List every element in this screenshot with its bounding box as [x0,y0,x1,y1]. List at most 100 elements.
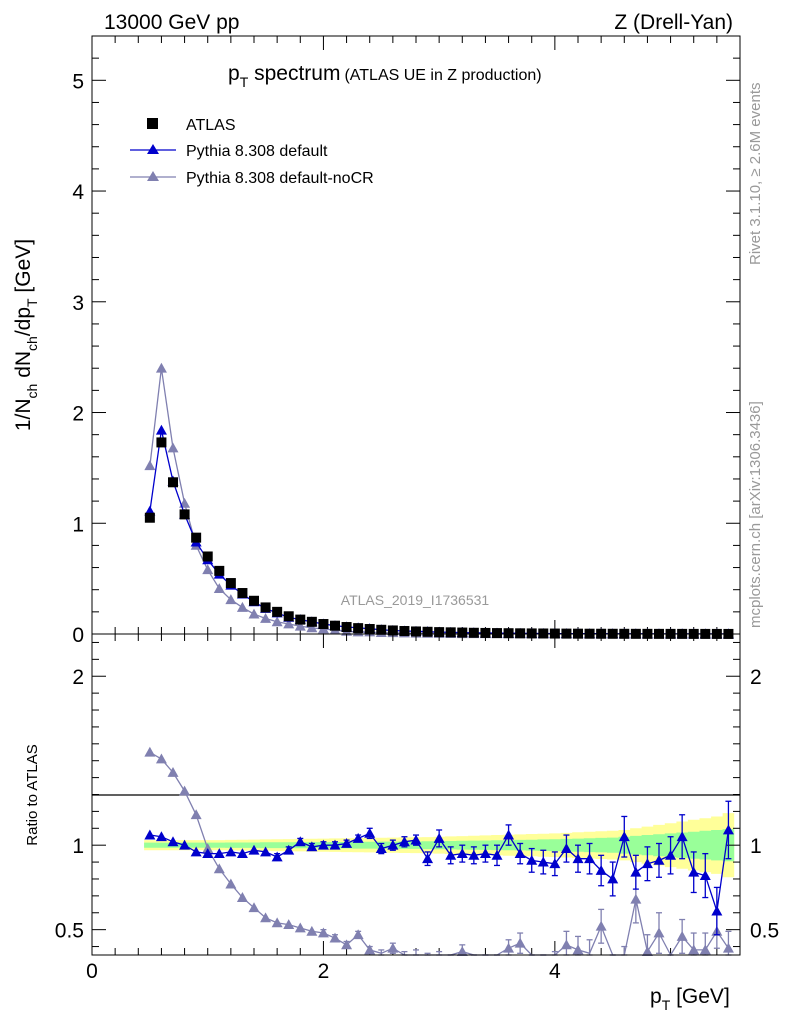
nocr-ratio-point [202,843,214,853]
atlas-data-point [168,477,178,488]
atlas-data-point [434,627,445,638]
default-ratio-point [271,851,283,862]
default-ratio-point [179,839,191,850]
x-tick-label: 2 [318,960,330,983]
atlas-data-point [295,614,306,625]
y-tick-label: 5 [72,70,84,93]
default-ratio-point [433,832,445,843]
default-ratio-point [699,870,711,880]
nocr-ratio-point [364,944,376,955]
atlas-data-point [411,626,421,637]
default-ratio-point [445,849,457,860]
default-ratio-point [387,839,399,850]
default-ratio-point [352,832,364,843]
atlas-data-point [503,628,514,639]
default-ratio-point [479,848,491,859]
atlas-data-point [538,628,549,639]
default-ratio-point [422,853,434,864]
default-ratio-point [375,843,387,853]
default-ratio-point [306,841,318,852]
nocr-ratio-point [387,942,399,953]
nocr-ratio-point [260,912,272,923]
nocr-ratio-point [213,863,225,874]
atlas-data-point [445,627,456,638]
atlas-data-point [422,626,433,637]
plot-title-note: (ATLAS UE in Z production) [344,67,541,84]
nocr-ratio-point [271,917,283,928]
nocr-main-point [271,616,283,627]
nocr-main-point [225,594,237,605]
y-axis-label-part: 1/N [12,398,35,431]
nocr-ratio-point [341,939,353,950]
header-process-label: Z (Drell-Yan) [614,11,733,34]
y-tick-label: 4 [72,181,84,204]
ratio-plot-frame [91,633,741,956]
nocr-ratio-point [641,946,653,957]
nocr-ratio-point [352,929,364,940]
nocr-ratio-point [190,809,202,820]
default-ratio-point [144,829,156,840]
ratio-tick-label-right: 1 [750,835,762,858]
default-ratio-point [618,831,630,842]
atlas-data-point [399,626,410,637]
atlas-data-point [202,551,213,562]
atlas-data-point [468,627,479,638]
nocr-ratio-point [225,878,237,889]
default-ratio-point [341,837,353,848]
default-ratio-point [398,836,410,847]
nocr-ratio-point [503,942,515,953]
atlas-data-point [515,628,526,639]
nocr-main-point [236,601,248,612]
nocr-main-point [283,618,295,629]
mcplots-label: mcplots.cern.ch [arXiv:1306.3436] [747,401,764,628]
legend-marker-default [147,144,159,154]
default-ratio-point [317,839,329,850]
default-ratio-point [537,856,549,867]
y-axis-label-part: [GeV] [12,239,35,299]
x-tick-label: 4 [549,960,561,983]
default-ratio-point [526,854,538,865]
atlas-data-point [480,627,491,638]
nocr-ratio-point [236,892,248,902]
atlas-data-point [191,532,202,543]
nocr-ratio-point [676,930,688,941]
default-ratio-point [572,853,584,864]
plot-title: pT spectrum (ATLAS UE in Z production) [228,62,542,90]
atlas-data-point [492,628,502,639]
atlas-data-point [283,611,294,622]
ratio-tick-label-right: 2 [750,666,762,689]
nocr-ratio-point [653,927,665,938]
nocr-ratio-point [317,927,329,938]
atlas-data-point [376,624,387,635]
main-axis-ticks: 0 1 2 3 4 5 [72,36,741,647]
y-axis-label-part: ch [24,336,40,351]
x-axis-label: pT [GeV] [650,985,730,1013]
ratio-tick-label: 0.5 [55,920,84,943]
atlas-data-point [179,509,190,520]
nocr-main-point [155,362,167,373]
nocr-ratio-point [595,920,607,931]
y-tick-label: 1 [72,513,84,536]
nocr-ratio-point [155,753,167,764]
y-axis-label-part: T [24,298,40,307]
ratio-axis-ticks: 0 2 4 0.5 0.5 1 1 2 2 [55,634,779,983]
default-ratio-point [468,849,480,860]
default-ratio-point [503,829,515,840]
plot-title-main: p [228,62,240,85]
default-ratio-point [560,843,572,853]
nocr-ratio-point [688,944,700,955]
nocr-ratio-point [699,944,711,955]
ratio-tick-label-right: 0.5 [750,920,779,943]
default-ratio-point [225,846,237,857]
nocr-ratio-point [167,767,179,777]
rivet-version-label: Rivet 3.1.10, ≥ 2.6M events [747,83,764,266]
atlas-data-point [364,624,375,635]
default-ratio-point [549,858,561,869]
nocr-main-point [144,460,156,471]
nocr-ratio-point [572,944,584,955]
default-ratio-point [665,849,677,860]
ratio-tick-label: 1 [72,835,84,858]
default-ratio-point [167,836,179,847]
nocr-ratio-point [722,942,734,953]
nocr-ratio-point [306,925,318,936]
